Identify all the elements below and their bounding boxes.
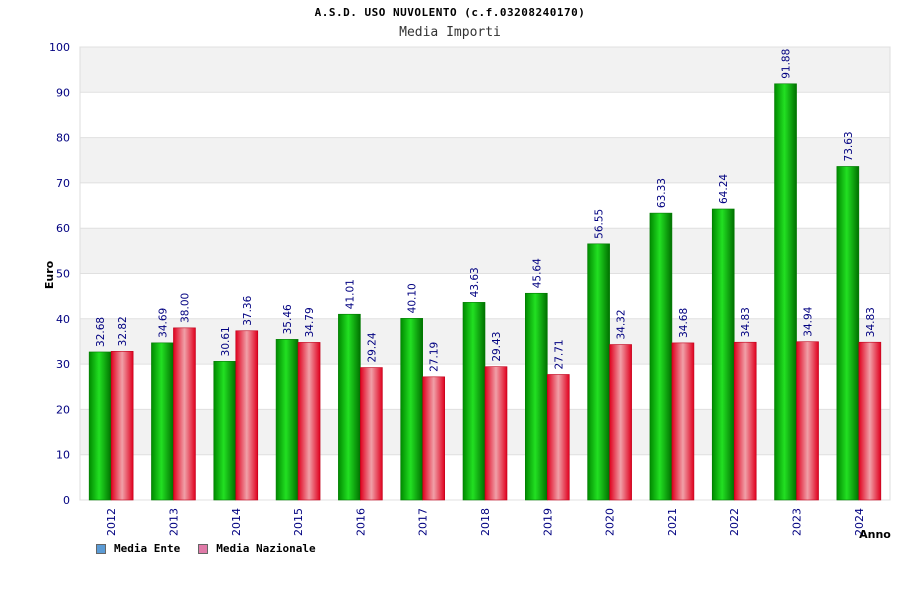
bar-media-nazionale (484, 366, 508, 501)
x-tick-label: 2014 (230, 508, 243, 536)
chart-subtitle: Media Importi (399, 25, 501, 40)
data-label-media-nazionale: 27.19 (429, 342, 441, 372)
data-label-media-nazionale: 34.68 (678, 308, 690, 338)
bar-media-ente (649, 212, 673, 501)
data-label-media-nazionale: 29.24 (366, 332, 378, 362)
bar-media-ente (711, 208, 735, 501)
x-tick-label: 2020 (604, 508, 617, 536)
bar-media-nazionale (671, 342, 695, 501)
y-tick-label: 60 (56, 222, 70, 235)
legend-label-ente: Media Ente (114, 542, 181, 555)
y-tick-label: 40 (56, 313, 70, 326)
bar-media-nazionale (235, 330, 259, 501)
legend-label-nazionale: Media Nazionale (216, 542, 316, 555)
bar-media-nazionale (796, 341, 819, 501)
y-tick-label: 0 (63, 494, 70, 507)
data-label-media-nazionale: 34.94 (803, 306, 815, 336)
data-label-media-nazionale: 34.32 (616, 309, 628, 339)
legend-item-ente: Media Ente (96, 542, 180, 555)
y-tick-label: 90 (56, 86, 70, 99)
x-tick-label: 2013 (167, 508, 180, 536)
y-tick-label: 70 (56, 177, 70, 190)
data-label-media-ente: 45.64 (531, 258, 543, 288)
grid-band (80, 137, 890, 183)
bar-media-nazionale (173, 327, 196, 501)
y-tick-label: 50 (56, 268, 70, 281)
data-label-media-ente: 35.46 (282, 304, 294, 334)
bar-media-ente (88, 351, 112, 501)
x-tick-label: 2015 (292, 508, 305, 536)
data-label-media-ente: 91.88 (781, 49, 793, 79)
bar-media-nazionale (609, 344, 632, 501)
data-label-media-ente: 30.61 (220, 326, 232, 356)
x-tick-label: 2024 (853, 508, 866, 536)
bar-media-ente (338, 313, 361, 501)
data-label-media-nazionale: 38.00 (179, 293, 191, 323)
x-tick-label: 2016 (354, 508, 367, 536)
legend: Media Ente Media Nazionale (96, 542, 316, 555)
bar-media-ente (774, 83, 797, 501)
y-tick-label: 80 (56, 132, 70, 145)
x-tick-label: 2017 (417, 508, 430, 536)
bar-media-nazionale (360, 367, 383, 501)
y-tick-label: 30 (56, 358, 70, 371)
bar-media-ente (836, 166, 860, 501)
bar-media-nazionale (297, 342, 321, 501)
legend-swatch-nazionale (198, 543, 209, 554)
data-label-media-ente: 43.63 (469, 267, 481, 297)
data-label-media-ente: 40.10 (407, 283, 419, 313)
grid-band (80, 228, 890, 274)
bar-media-ente (213, 361, 237, 501)
bar-media-ente (400, 318, 423, 501)
y-tick-label: 100 (49, 41, 70, 54)
bar-media-ente (151, 342, 174, 501)
grid-band (80, 47, 890, 93)
legend-swatch-ente (96, 543, 106, 554)
bar-media-ente (462, 302, 486, 501)
data-label-media-nazionale: 29.43 (491, 332, 503, 362)
bar-media-nazionale (422, 376, 445, 501)
bar-media-ente (275, 339, 299, 501)
data-label-media-ente: 34.69 (157, 308, 169, 338)
bar-media-nazionale (110, 351, 134, 501)
x-tick-label: 2012 (105, 508, 118, 536)
x-axis-label: Anno (859, 528, 891, 541)
data-label-media-nazionale: 32.82 (117, 316, 129, 346)
data-label-media-ente: 32.68 (95, 317, 107, 347)
data-label-media-nazionale: 34.79 (304, 307, 316, 337)
data-label-media-nazionale: 34.83 (740, 307, 752, 337)
data-label-media-ente: 56.55 (594, 209, 606, 239)
data-label-media-ente: 63.33 (656, 178, 668, 208)
legend-item-nazionale: Media Nazionale (198, 542, 316, 555)
data-label-media-ente: 41.01 (344, 279, 356, 309)
bar-media-ente (587, 243, 610, 501)
x-tick-label: 2022 (728, 508, 741, 536)
bar-media-ente (525, 292, 548, 501)
x-tick-label: 2019 (541, 508, 554, 536)
data-label-media-nazionale: 27.71 (553, 339, 565, 369)
data-label-media-ente: 73.63 (843, 131, 855, 161)
data-label-media-nazionale: 37.36 (242, 295, 254, 325)
y-tick-label: 10 (56, 449, 70, 462)
x-tick-label: 2021 (666, 508, 679, 536)
y-axis-label: Euro (43, 260, 56, 289)
chart-title: A.S.D. USO NUVOLENTO (c.f.03208240170) (314, 6, 586, 19)
bar-media-nazionale (858, 341, 882, 501)
bar-media-nazionale (733, 341, 757, 501)
x-tick-label: 2018 (479, 508, 492, 536)
x-tick-label: 2023 (791, 508, 804, 536)
bar-media-nazionale (547, 374, 570, 501)
y-tick-label: 20 (56, 403, 70, 416)
data-label-media-ente: 64.24 (718, 174, 730, 204)
data-label-media-nazionale: 34.83 (865, 307, 877, 337)
